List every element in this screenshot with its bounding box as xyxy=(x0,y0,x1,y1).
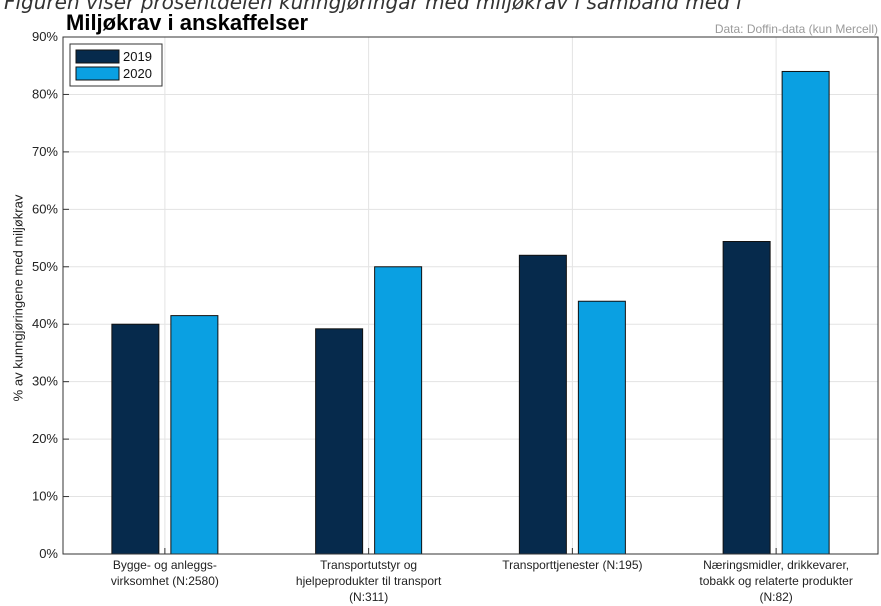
bar-2020 xyxy=(577,300,626,555)
figure-caption: Figuren viser prosentdelen kunngjøringar… xyxy=(4,0,742,14)
bar-2020 xyxy=(374,266,423,555)
legend-swatch-2020 xyxy=(75,66,120,81)
x-category-label: Bygge- og anleggs-virksomhet (N:2580) xyxy=(111,558,219,588)
legend-label: 2020 xyxy=(123,66,152,81)
y-tick-label: 0% xyxy=(39,546,58,561)
y-tick-label: 30% xyxy=(32,374,58,389)
y-tick-label: 40% xyxy=(32,316,58,331)
x-category-label: Transportutstyr og hjelpeprodukter til tr… xyxy=(296,558,442,604)
y-tick-label: 10% xyxy=(32,489,58,504)
legend-swatch-2019 xyxy=(75,49,120,64)
source-note: Data: Doffin-data (kun Mercell) xyxy=(714,22,878,36)
bar-2020 xyxy=(170,315,219,555)
y-tick-label: 70% xyxy=(32,144,58,159)
bar-2019 xyxy=(518,254,567,555)
x-category-label: Næringsmidler, drikkevarer, tobakk og rel… xyxy=(699,558,852,604)
axes-frame xyxy=(62,36,879,555)
bar-2019 xyxy=(722,241,771,555)
x-category-label: Transporttjenester (N:195) xyxy=(502,558,642,572)
y-tick-label: 90% xyxy=(32,29,58,44)
bar-2020 xyxy=(781,70,830,555)
y-tick-label: 20% xyxy=(32,431,58,446)
bar-2019 xyxy=(315,328,364,555)
chart-title: Miljøkrav i anskaffelser xyxy=(66,10,309,35)
y-tick-label: 80% xyxy=(32,86,58,101)
bar-2019 xyxy=(111,323,160,555)
y-tick-label: 60% xyxy=(32,201,58,216)
legend-label: 2019 xyxy=(123,49,152,64)
y-tick-label: 50% xyxy=(32,259,58,274)
